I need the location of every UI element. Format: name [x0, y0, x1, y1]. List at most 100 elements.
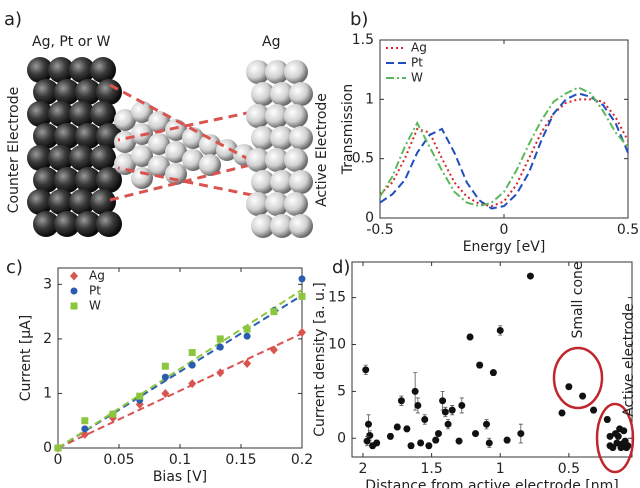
marker	[393, 423, 401, 431]
marker	[448, 406, 456, 414]
guide-line	[117, 166, 253, 197]
marker	[216, 343, 224, 351]
atom	[284, 192, 308, 216]
atom	[246, 192, 270, 216]
marker	[590, 406, 598, 414]
marker	[613, 439, 621, 447]
marker	[444, 420, 452, 428]
marker	[362, 366, 370, 374]
legend-label: Pt	[89, 284, 101, 298]
marker	[70, 302, 78, 310]
marker	[70, 271, 78, 281]
marker	[432, 436, 440, 444]
atom	[148, 111, 170, 133]
atom	[131, 101, 153, 123]
highlight-ellipse	[595, 402, 635, 474]
illustration	[27, 57, 313, 238]
fit-line	[57, 294, 303, 449]
atom	[114, 109, 136, 131]
fit-line	[57, 332, 303, 449]
atom	[165, 141, 187, 163]
atom	[131, 145, 153, 167]
atom	[289, 214, 313, 238]
marker	[216, 335, 224, 343]
x-axis-label: Distance from active electrode [nm]	[365, 478, 618, 488]
y-tick-label: 1	[365, 91, 374, 107]
atom	[27, 189, 53, 215]
marker	[614, 432, 622, 440]
marker	[81, 425, 89, 433]
x-tick-label: 0.15	[225, 452, 256, 468]
atom	[284, 60, 308, 84]
marker	[136, 392, 144, 400]
y-axis-label: Current [μA]	[18, 315, 34, 401]
legend-label: Ag	[89, 269, 105, 283]
legend-label: W	[411, 71, 423, 85]
marker	[373, 439, 381, 447]
atom	[48, 57, 74, 83]
marker	[269, 345, 278, 355]
y-tick-label: 5	[337, 383, 346, 399]
marker	[503, 436, 511, 444]
atom	[90, 101, 116, 127]
marker	[216, 368, 225, 378]
fit-line	[57, 288, 303, 449]
atom	[48, 189, 74, 215]
marker	[485, 439, 493, 447]
atom	[33, 79, 59, 105]
atom	[90, 57, 116, 83]
marker	[565, 383, 573, 391]
marker	[579, 392, 587, 400]
legend-label: Pt	[411, 56, 423, 70]
marker	[466, 333, 474, 341]
marker	[609, 444, 617, 452]
marker	[80, 429, 89, 439]
atom	[270, 82, 294, 106]
highlight-ellipse	[552, 346, 604, 410]
marker	[411, 387, 419, 395]
marker	[188, 361, 196, 369]
atom	[246, 60, 270, 84]
atom	[27, 101, 53, 127]
annotation: Small cone	[570, 261, 586, 338]
y-tick-label: 0	[43, 440, 52, 456]
marker	[70, 287, 78, 295]
y-tick-label: 1	[43, 385, 52, 401]
atom	[182, 127, 204, 149]
atom	[75, 167, 101, 193]
atom	[265, 148, 289, 172]
series-line	[379, 92, 629, 210]
panel-label: c)	[6, 257, 23, 278]
atom	[289, 82, 313, 106]
marker	[558, 409, 566, 417]
atom	[284, 104, 308, 128]
y-tick-label: 10	[328, 337, 346, 353]
y-tick-label: 2	[43, 331, 52, 347]
metal-label: Ag, Pt or W	[32, 34, 111, 50]
atom	[48, 145, 74, 171]
marker	[606, 432, 614, 440]
atom	[27, 57, 53, 83]
guide-line	[109, 163, 251, 202]
x-tick-label: 2	[359, 461, 368, 477]
atom	[199, 154, 221, 176]
atom	[96, 211, 122, 237]
plot-frame	[351, 261, 633, 458]
atom	[69, 145, 95, 171]
marker	[397, 397, 405, 405]
marker	[483, 420, 491, 428]
marker	[458, 401, 466, 409]
x-tick-label: 0	[500, 222, 509, 238]
x-tick-label: 0.2	[291, 452, 313, 468]
marker	[298, 292, 306, 300]
marker	[489, 369, 497, 377]
atom	[33, 211, 59, 237]
atom	[148, 155, 170, 177]
atom	[265, 192, 289, 216]
marker	[364, 420, 372, 428]
marker	[270, 308, 278, 316]
marker	[455, 437, 463, 445]
series-line	[379, 86, 629, 208]
atom	[96, 167, 122, 193]
